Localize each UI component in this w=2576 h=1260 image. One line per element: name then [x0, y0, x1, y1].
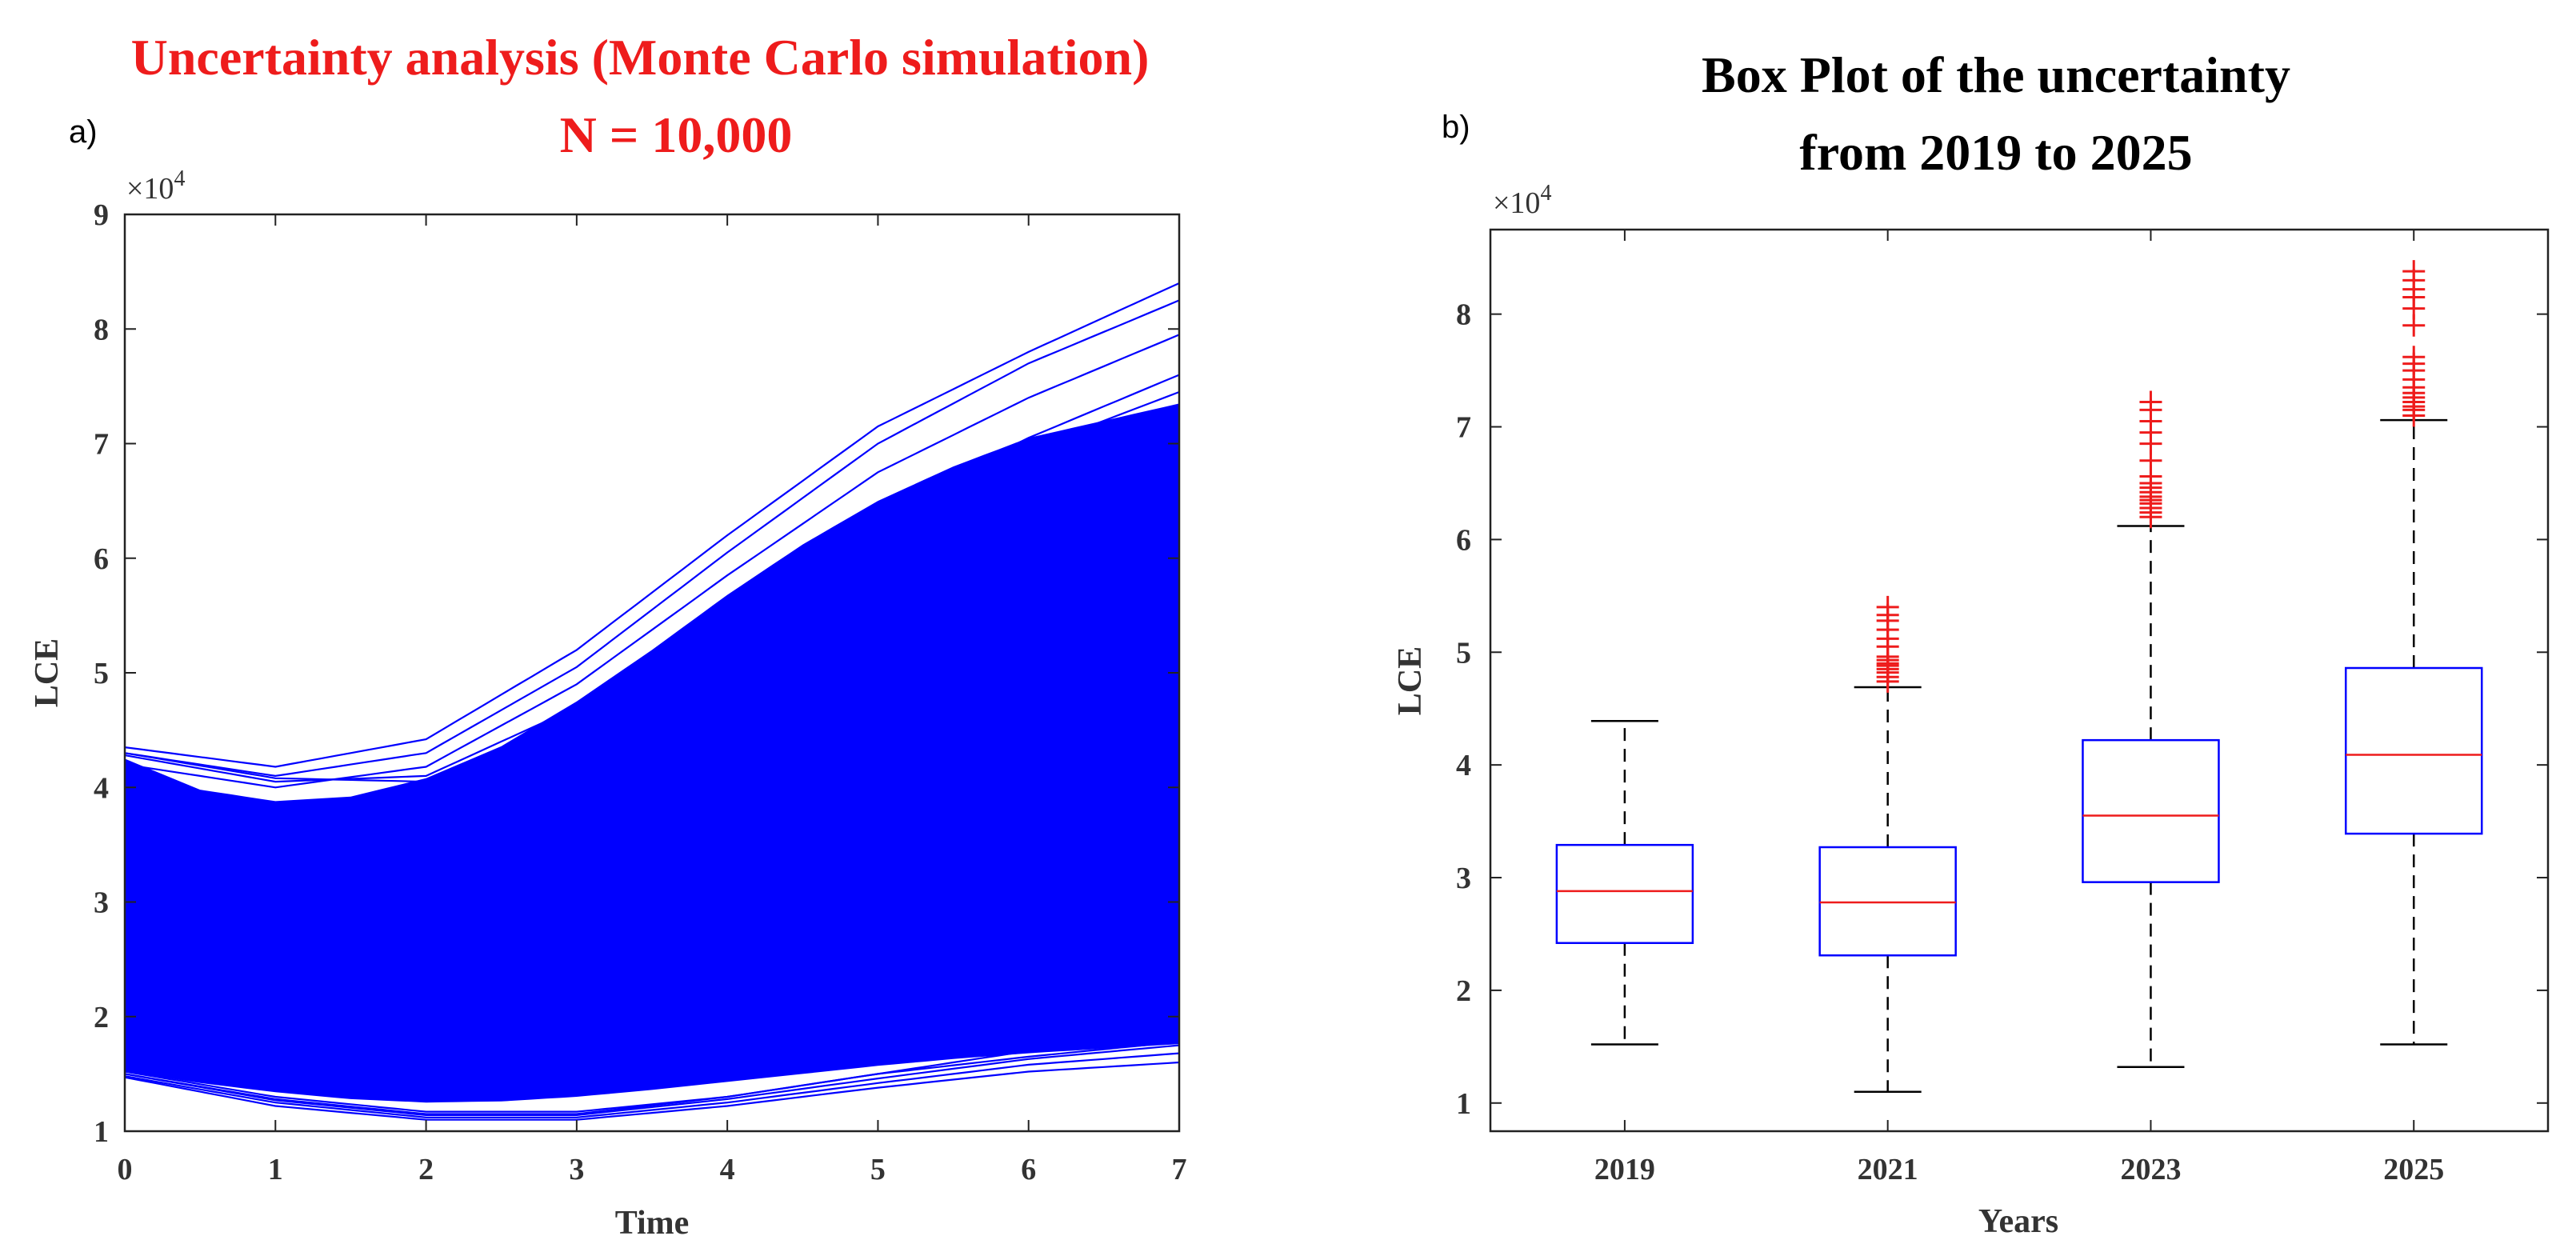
box-outlier: [2402, 260, 2426, 283]
chart-b-x-axis-label: Years: [1978, 1203, 2058, 1240]
y-tick-label: 4: [1456, 749, 1471, 782]
chart-b-y-axis-label: LCE: [1392, 646, 1429, 715]
x-tick-label: 2019: [1594, 1153, 1655, 1186]
y-tick-label: 9: [94, 198, 109, 232]
chart-b-plot-area: [1555, 260, 2483, 1093]
y-tick-label: 6: [94, 542, 109, 576]
panel-b-label: b): [1442, 110, 1470, 145]
chart-a-exponent: ×104: [126, 166, 185, 206]
chart-b-axes-frame: [1489, 228, 2550, 1133]
chart-b-subtitle: from 2019 to 2025: [1799, 124, 2192, 181]
x-tick-label: 0: [118, 1153, 133, 1186]
x-tick-label: 2025: [2383, 1153, 2444, 1186]
box-outlier: [2139, 390, 2162, 414]
chart-a-exponent-power: 4: [174, 166, 185, 191]
chart-a-title: Uncertainty analysis (Monte Carlo simula…: [131, 29, 1150, 86]
y-tick-label: 4: [94, 771, 109, 805]
x-tick-label: 1: [268, 1153, 283, 1186]
chart-a-exponent-base: ×10: [126, 172, 174, 206]
chart-b-y-ticks: 1 2 3 4 5 6 7 8: [1456, 298, 2548, 1121]
box-iqr: [2344, 666, 2483, 835]
x-tick-label: 2021: [1858, 1153, 1918, 1186]
x-tick-label: 7: [1172, 1153, 1187, 1186]
simulation-trace-lower-3: [124, 1061, 1180, 1121]
box-plot-panel: Box Plot of the uncertainty from 2019 to…: [1392, 46, 2550, 1240]
chart-b-exponent: ×104: [1493, 181, 1551, 220]
y-tick-label: 8: [94, 313, 109, 346]
x-tick-label: 4: [720, 1153, 735, 1186]
y-tick-label: 3: [1456, 862, 1471, 895]
y-tick-label: 7: [94, 428, 109, 462]
y-tick-label: 1: [1456, 1087, 1471, 1121]
simulation-trace-lower-5: [124, 1041, 1180, 1115]
chart-a-y-axis-label: LCE: [29, 638, 66, 707]
y-tick-label: 1: [94, 1115, 109, 1149]
chart-b-exponent-base: ×10: [1493, 186, 1540, 220]
line-chart-panel: Uncertainty analysis (Monte Carlo simula…: [29, 29, 1187, 1242]
y-tick-label: 5: [1456, 636, 1471, 670]
y-tick-label: 2: [1456, 974, 1471, 1008]
simulation-trace-upper-4: [124, 374, 1180, 783]
y-tick-label: 6: [1456, 523, 1471, 557]
box-outlier: [2402, 346, 2426, 369]
simulation-trace-lower-1: [124, 1052, 1180, 1118]
chart-a-x-axis-label: Time: [615, 1205, 690, 1242]
simulation-band: [125, 403, 1179, 1103]
simulation-trace-lower-4: [124, 1036, 1180, 1113]
chart-a-x-ticks: 0 1 2 3 4 5 6 7: [118, 214, 1187, 1186]
panel-a-label: a): [69, 114, 98, 150]
x-tick-label: 2: [418, 1153, 434, 1186]
x-tick-label: 2023: [2120, 1153, 2181, 1186]
chart-a-subtitle: N = 10,000: [560, 106, 793, 163]
chart-b-title: Box Plot of the uncertainty: [1702, 46, 2290, 103]
y-tick-label: 2: [94, 1001, 109, 1034]
chart-b-x-ticks: 2019 2021 2023 2025: [1594, 230, 2444, 1186]
y-tick-label: 3: [94, 886, 109, 920]
y-tick-label: 8: [1456, 298, 1471, 332]
simulation-trace-lower-2: [124, 1044, 1180, 1116]
x-tick-label: 5: [870, 1153, 886, 1186]
y-tick-label: 5: [94, 657, 109, 690]
x-tick-label: 3: [569, 1153, 584, 1186]
box-iqr: [1818, 846, 1957, 957]
simulation-trace-upper-2: [124, 299, 1180, 778]
box-iqr: [1555, 843, 1694, 944]
simulation-trace-upper-3: [124, 334, 1180, 789]
box-outlier: [1876, 595, 1899, 618]
chart-a-y-ticks: 1 2 3 4 5 6 7 8 9: [94, 198, 1179, 1149]
box-iqr: [2082, 738, 2220, 883]
y-tick-label: 7: [1456, 411, 1471, 445]
chart-b-exponent-power: 4: [1540, 181, 1551, 206]
x-tick-label: 6: [1021, 1153, 1036, 1186]
simulation-trace-upper-5: [124, 390, 1180, 783]
chart-a-plot-area: [124, 282, 1180, 1121]
simulation-trace-upper-1: [124, 282, 1180, 768]
